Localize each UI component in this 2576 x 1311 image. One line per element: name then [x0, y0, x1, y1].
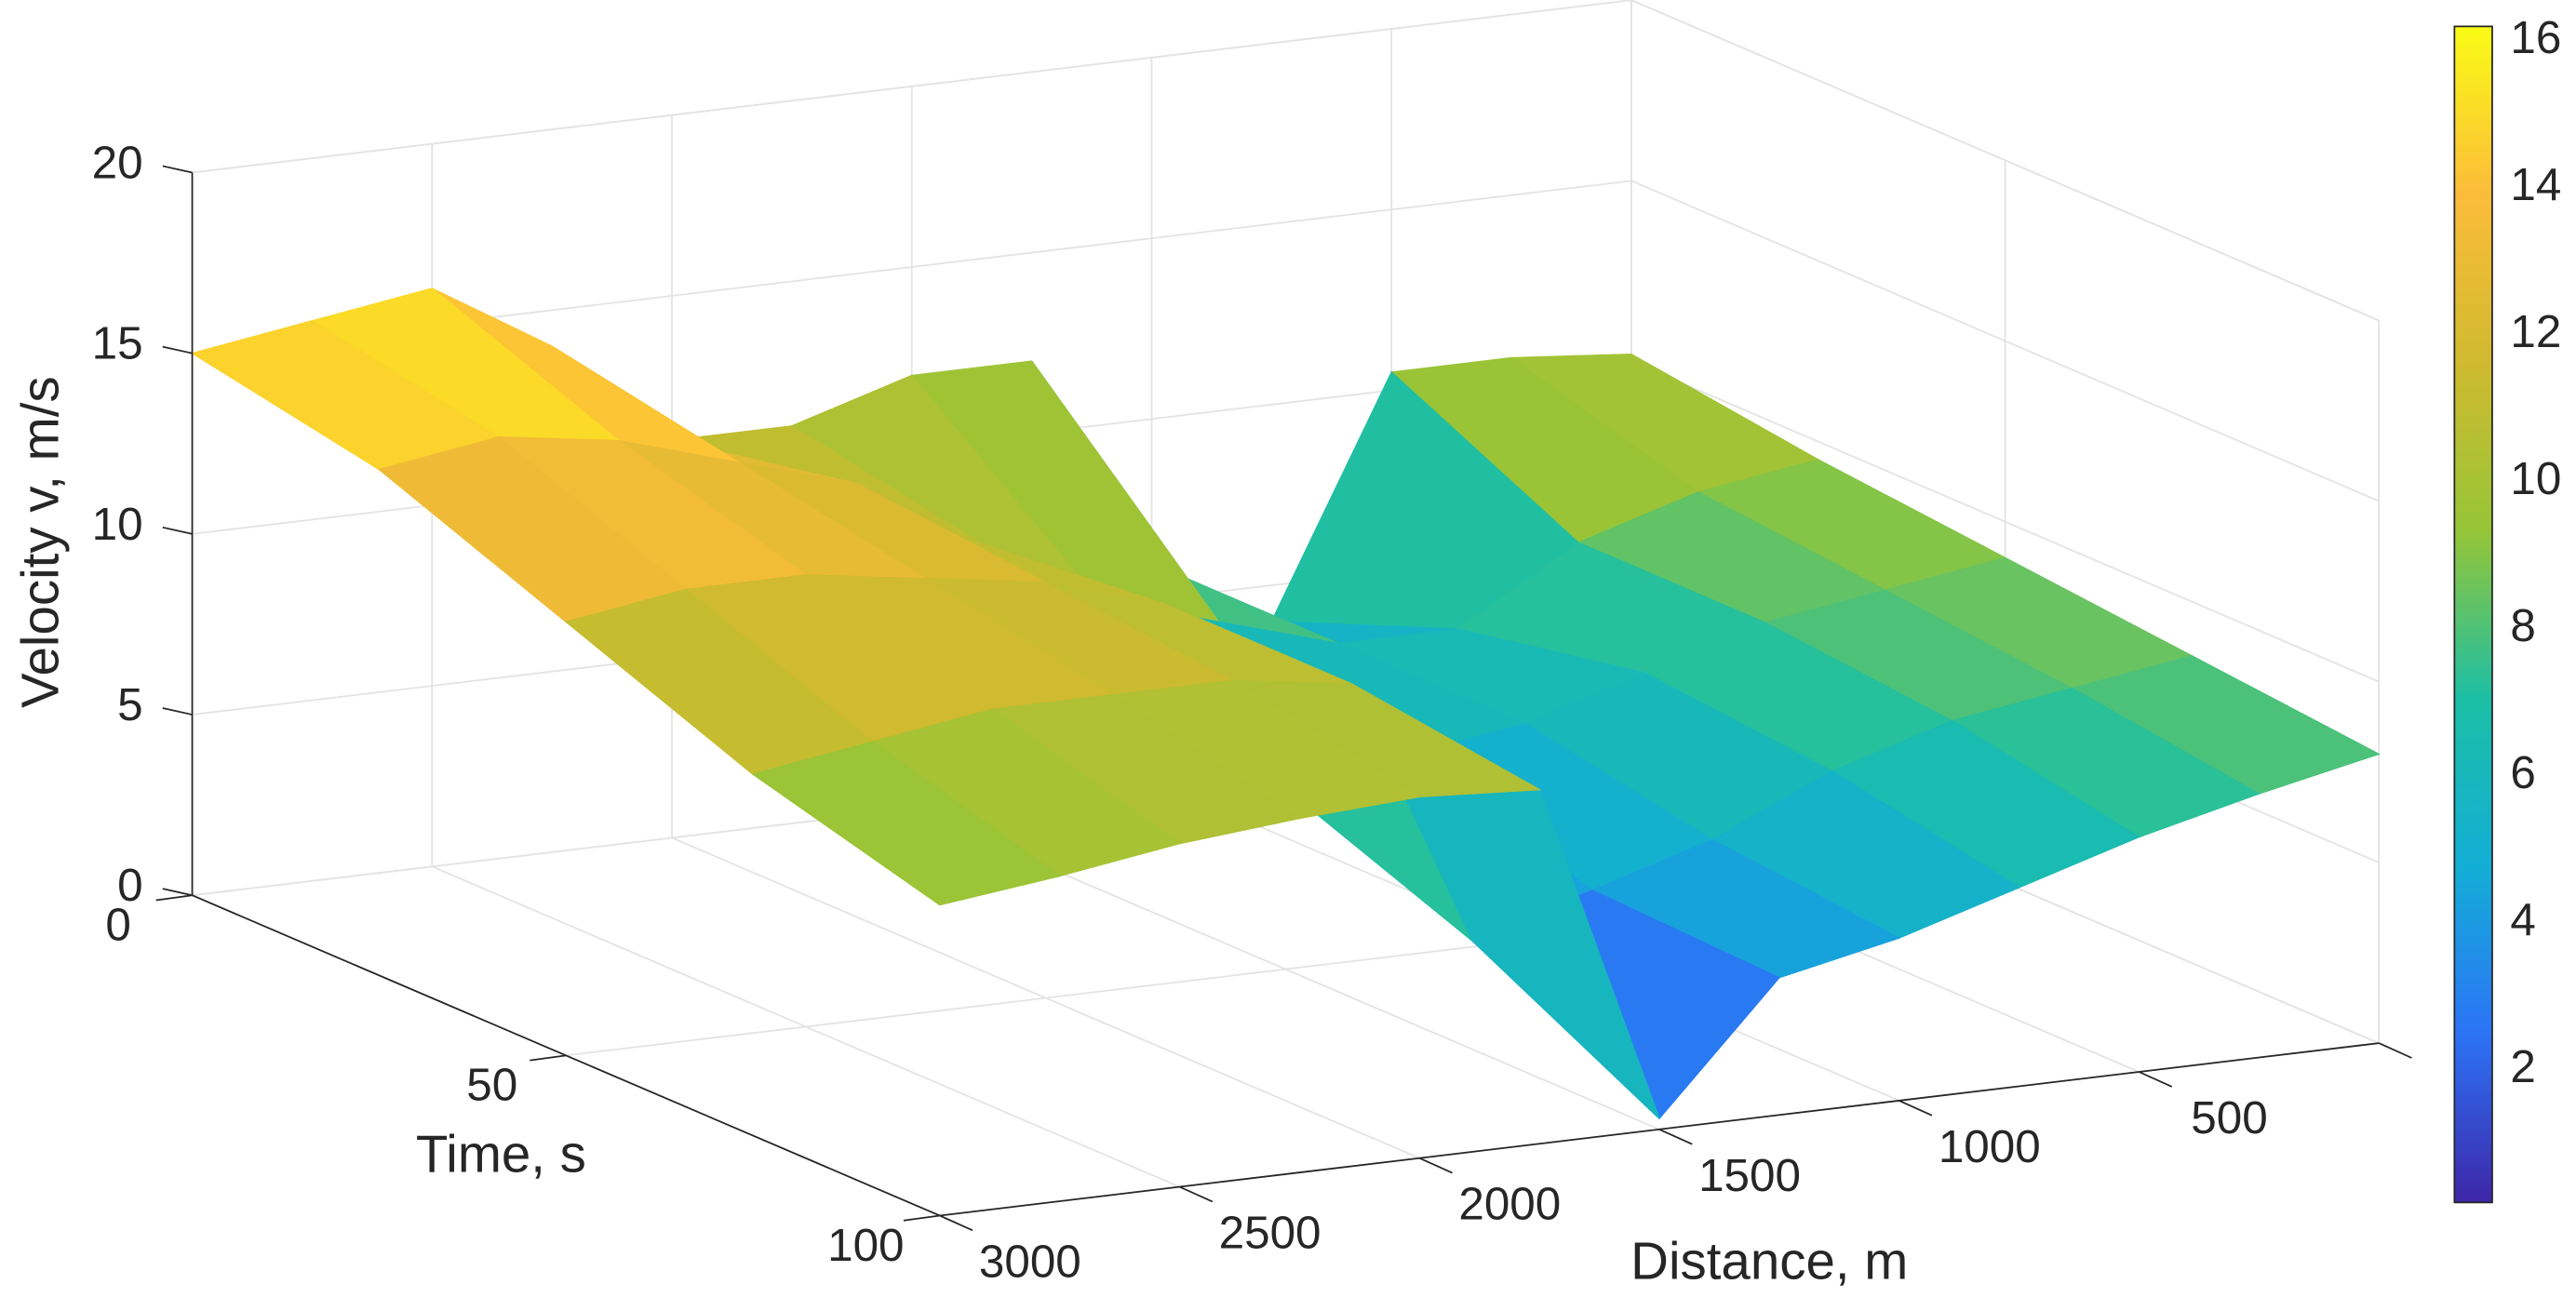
z-tick-label: 5 — [117, 679, 142, 730]
y-tick — [903, 1214, 940, 1222]
colorbar-tick-label: 4 — [2510, 894, 2535, 945]
z-tick — [162, 526, 193, 535]
x-tick — [1898, 1100, 1933, 1117]
x-tick — [2139, 1071, 2173, 1088]
x-tick-label: 1500 — [1698, 1150, 1801, 1201]
x-axis-label: Distance, m — [1630, 1231, 1908, 1290]
z-tick-label: 0 — [117, 860, 142, 911]
x-tick — [1179, 1185, 1214, 1203]
colorbar-tick-label: 2 — [2510, 1041, 2535, 1092]
surface — [190, 288, 2381, 1120]
z-tick — [162, 165, 193, 174]
y-tick-label: 0 — [105, 900, 130, 951]
grid-line — [1630, 360, 2380, 683]
x-tick-label: 2000 — [1458, 1179, 1561, 1230]
x-tick-label: 3000 — [979, 1236, 1081, 1287]
z-tick — [162, 888, 193, 897]
grid-line — [1630, 180, 2380, 502]
x-tick — [1658, 1128, 1693, 1145]
y-tick — [155, 894, 193, 902]
grid-line — [192, 0, 1632, 174]
colorbar-tick-label: 10 — [2510, 453, 2561, 504]
colorbar-tick-label: 6 — [2510, 747, 2535, 798]
x-tick-label: 2500 — [1219, 1208, 1322, 1259]
y-tick-label: 100 — [827, 1220, 904, 1271]
colorbar-tick-label: 8 — [2510, 600, 2535, 651]
surface-patch — [751, 741, 1062, 906]
colorbar-tick-label: 16 — [2510, 12, 2561, 63]
grid-line — [1630, 0, 2380, 322]
y-axis-label: Time, s — [416, 1125, 586, 1184]
y-tick — [530, 1054, 567, 1062]
x-tick-label: 500 — [2191, 1092, 2267, 1144]
colorbar-tick-label: 12 — [2510, 306, 2561, 357]
x-tick-label: 1000 — [1939, 1121, 2041, 1172]
z-axis-label: Velocity v, m/s — [11, 376, 70, 708]
x-tick — [1418, 1157, 1453, 1174]
x-tick — [939, 1214, 973, 1232]
colorbar-tick-label: 14 — [2510, 159, 2561, 210]
y-tick-label: 50 — [466, 1060, 517, 1111]
z-tick-label: 20 — [92, 138, 143, 189]
z-tick — [162, 345, 193, 355]
colorbar — [2453, 25, 2493, 1204]
axes: 0510152005010005001000150020002500300024… — [92, 12, 2562, 1287]
x-tick — [2378, 1042, 2412, 1059]
z-tick-label: 10 — [92, 499, 143, 550]
z-tick — [162, 707, 193, 716]
z-tick-label: 15 — [92, 318, 143, 369]
